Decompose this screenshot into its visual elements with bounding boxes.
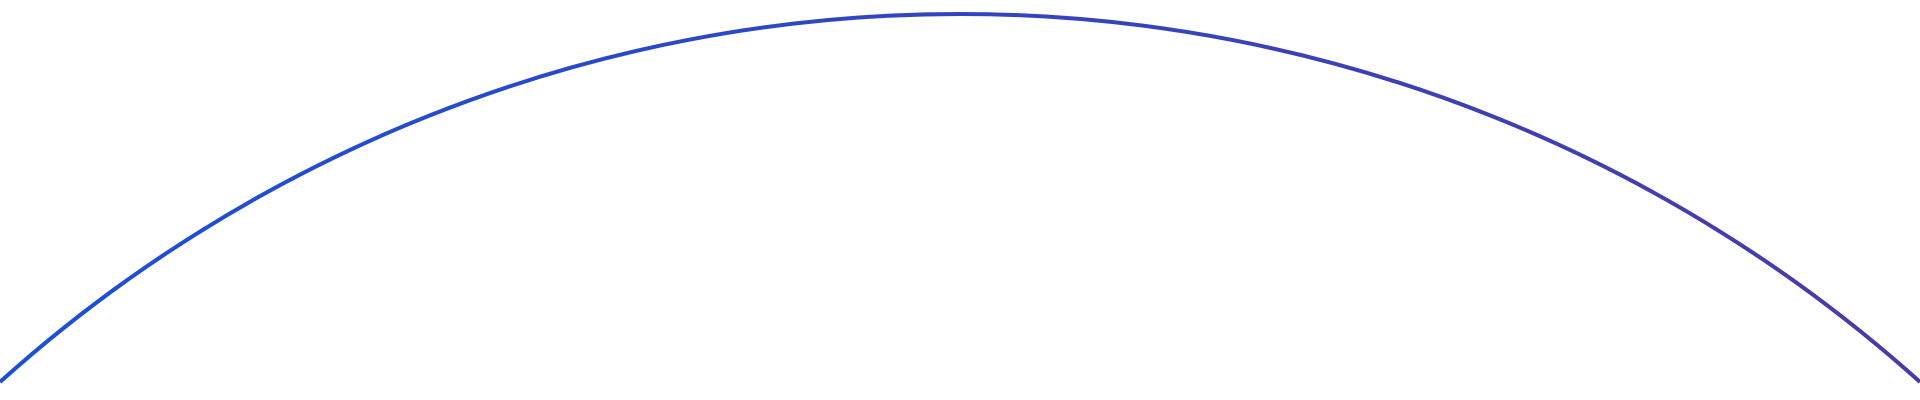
arc-stroke — [0, 12, 1920, 384]
